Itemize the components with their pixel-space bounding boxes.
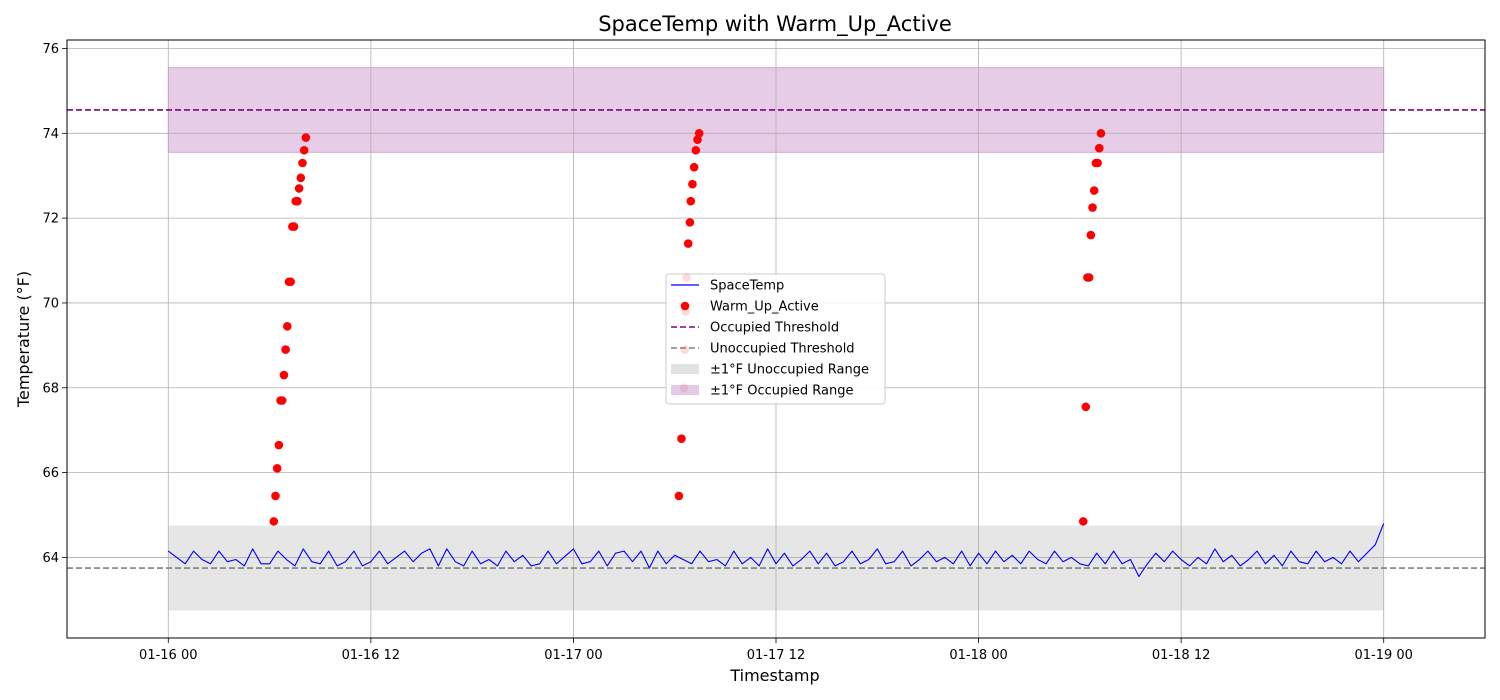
warm-up-active-point: [1081, 402, 1091, 412]
legend-swatch-marker: [680, 301, 690, 311]
warm-up-active-point: [674, 491, 684, 501]
y-tick-label: 76: [42, 42, 59, 57]
x-tick-label: 01-18 12: [1152, 648, 1210, 663]
warm-up-active-point: [296, 173, 306, 183]
legend-entry-label: ±1°F Occupied Range: [710, 384, 854, 399]
warm-up-active-point: [1094, 143, 1104, 153]
chart-title: SpaceTemp with Warm_Up_Active: [598, 12, 952, 37]
warm-up-active-point: [1093, 158, 1102, 168]
y-tick-label: 64: [42, 551, 59, 566]
warm-up-active-point: [1096, 129, 1106, 138]
x-tick-label: 01-16 12: [342, 648, 400, 663]
warm-up-active-point: [685, 218, 695, 227]
warm-up-active-point: [1088, 203, 1097, 212]
warm-up-active-point: [272, 464, 282, 473]
warm-up-active-point: [683, 239, 693, 248]
legend-entry-label: Unoccupied Threshold: [710, 342, 855, 357]
warm-up-active-point: [277, 396, 287, 405]
y-tick-label: 72: [42, 212, 59, 227]
warm-up-active-point: [677, 434, 686, 443]
warm-up-active-point: [293, 196, 302, 206]
plot-area: 01-16 00 01-16 12 01-17 00 01-17 12 01-18 00…: [42, 39, 1486, 663]
warm-up-active-point: [1089, 186, 1099, 195]
x-tick-label: 01-19 00: [1354, 648, 1412, 663]
legend-swatch-patch: [671, 364, 699, 374]
legend: SpaceTemp Warm_Up_Active Occupied Threshol…: [665, 273, 886, 405]
legend-entry-label: Occupied Threshold: [710, 321, 839, 336]
warm-up-active-point: [298, 158, 307, 168]
x-axis-label: Timestamp: [729, 666, 819, 685]
warm-up-active-point: [274, 440, 284, 450]
y-tick-label: 74: [42, 127, 59, 142]
x-tick-label: 01-17 00: [544, 648, 602, 663]
warm-up-active-point: [1084, 273, 1094, 282]
warm-up-active-point: [299, 145, 309, 155]
warm-up-active-point: [269, 517, 279, 526]
legend-swatch-patch: [671, 385, 699, 395]
warm-up-active-point: [271, 491, 280, 501]
legend-entry-label: ±1°F Unoccupied Range: [710, 363, 869, 378]
x-tick-label: 01-16 00: [139, 648, 197, 663]
warm-up-active-point: [691, 145, 701, 155]
warm-up-active-point: [282, 321, 292, 331]
legend-entry-label: Warm_Up_Active: [710, 300, 819, 315]
warm-up-active-point: [1078, 517, 1088, 526]
legend-entry-label: SpaceTemp: [710, 279, 784, 294]
x-tick-label: 01-18 00: [949, 648, 1007, 663]
warm-up-active-point: [689, 162, 699, 172]
space-temp-series-line: [167, 523, 1385, 578]
plot-frame: [66, 39, 1486, 639]
x-tick-label: 01-17 12: [747, 648, 805, 663]
warm-up-active-point: [686, 196, 696, 206]
legend-frame: [665, 273, 886, 405]
warm-up-active-point: [286, 277, 295, 287]
y-axis-label: Temperature (°F): [14, 271, 33, 408]
warm-up-active-point: [1086, 230, 1096, 240]
y-tick-label: 68: [42, 381, 59, 396]
warm-up-active-point: [694, 129, 704, 138]
y-tick-label: 70: [42, 296, 59, 311]
warm-up-active-point: [281, 345, 290, 354]
warm-up-active-point: [688, 179, 697, 189]
warm-up-active-point: [279, 370, 289, 380]
warm-up-active-point: [289, 222, 299, 231]
y-tick-label: 66: [42, 466, 59, 481]
warm-up-active-point: [294, 184, 304, 193]
warm-up-active-point: [301, 133, 311, 142]
